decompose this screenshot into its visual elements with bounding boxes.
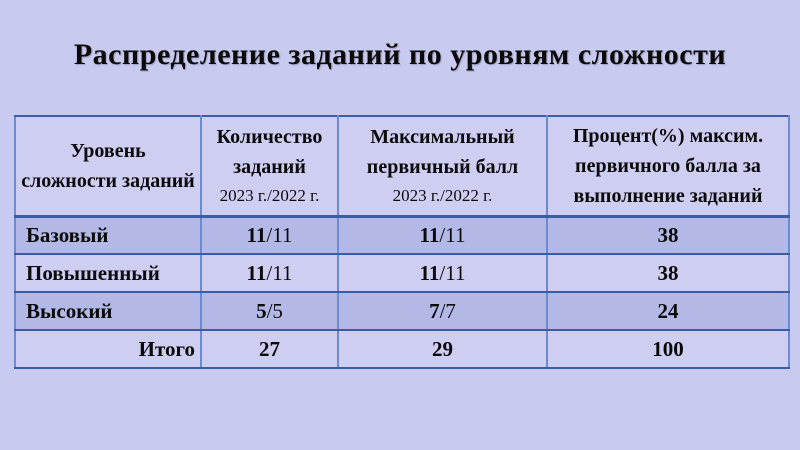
percent-cell: 24 — [546, 291, 790, 331]
count-value-2023: 11 — [246, 222, 267, 247]
max-score-cell: 11/11 — [337, 215, 548, 255]
header-count-title: Количество заданий — [216, 125, 323, 178]
table-row-total: Итого 27 29 100 — [14, 329, 790, 369]
max-score-value-2023: 7 — [429, 298, 440, 323]
max-score-value-2022: /7 — [439, 298, 456, 323]
difficulty-distribution-table: Уровень сложности заданий Количество зад… — [14, 115, 790, 369]
count-value-2023: 5 — [256, 298, 267, 323]
table-row-high: Высокий 5/5 7/7 24 — [14, 291, 790, 331]
count-total-cell: 27 — [200, 329, 339, 369]
header-count-years: 2023 г./2022 г. — [219, 185, 320, 205]
count-cell: 5/5 — [200, 291, 339, 331]
count-cell: 11/11 — [200, 253, 339, 293]
header-percent-title: Процент(%) максим. первичного балла за в… — [572, 124, 764, 207]
header-max-score-title: Максимальный первичный балл — [366, 125, 519, 178]
max-score-cell: 7/7 — [337, 291, 548, 331]
header-max-score-years: 2023 г./2022 г. — [392, 185, 493, 205]
count-value-2023: 11 — [246, 260, 267, 285]
max-score-value-2022: /11 — [439, 260, 466, 285]
header-level-title: Уровень сложности заданий — [21, 139, 195, 192]
total-label-cell: Итого — [14, 329, 202, 369]
level-cell: Высокий — [14, 291, 202, 331]
header-row: Уровень сложности заданий Количество зад… — [14, 115, 790, 218]
level-cell: Повышенный — [14, 253, 202, 293]
count-value-2022: /5 — [266, 298, 283, 323]
max-score-total-value: 29 — [432, 336, 453, 361]
header-level: Уровень сложности заданий — [14, 115, 202, 218]
max-score-total-cell: 29 — [337, 329, 548, 369]
header-count: Количество заданий 2023 г./2022 г. — [200, 115, 339, 218]
max-score-value-2023: 11 — [419, 260, 440, 285]
max-score-cell: 11/11 — [337, 253, 548, 293]
count-value-2022: /11 — [266, 222, 293, 247]
page-title: Распределение заданий по уровням сложнос… — [73, 38, 727, 71]
count-cell: 11/11 — [200, 215, 339, 255]
count-total-value: 27 — [259, 336, 280, 361]
percent-cell: 38 — [546, 253, 790, 293]
table-header: Уровень сложности заданий Количество зад… — [14, 115, 790, 218]
header-max-score: Максимальный первичный балл 2023 г./2022… — [337, 115, 548, 218]
header-percent: Процент(%) максим. первичного балла за в… — [546, 115, 790, 218]
percent-cell: 38 — [546, 215, 790, 255]
table-row-basic: Базовый 11/11 11/11 38 — [14, 215, 790, 255]
max-score-value-2022: /11 — [439, 222, 466, 247]
count-value-2022: /11 — [266, 260, 293, 285]
max-score-value-2023: 11 — [419, 222, 440, 247]
level-cell: Базовый — [14, 215, 202, 255]
table-row-advanced: Повышенный 11/11 11/11 38 — [14, 253, 790, 293]
table-body: Базовый 11/11 11/11 38 Повышенный 11/11 … — [14, 215, 790, 369]
percent-total-cell: 100 — [546, 329, 790, 369]
